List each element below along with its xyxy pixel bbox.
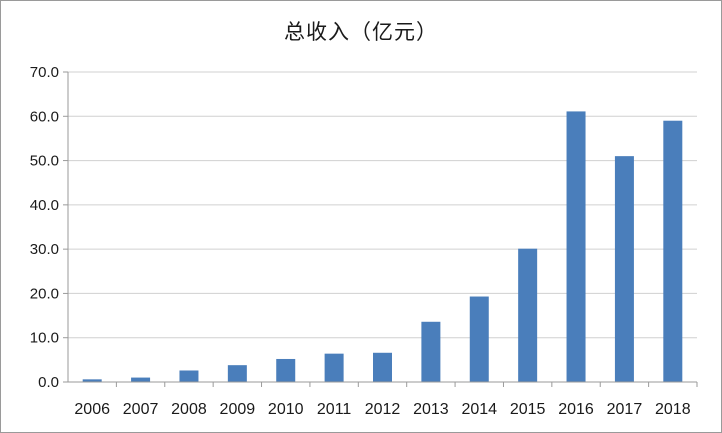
bar [614, 156, 634, 382]
bar [324, 353, 344, 382]
x-tick-label: 2013 [413, 401, 449, 418]
y-axis-tick-labels: 0.0 10.0 20.0 30.0 40.0 50.0 60.0 70.0 [30, 64, 59, 391]
x-tick-label: 2011 [317, 401, 352, 418]
x-tick-label: 2016 [558, 401, 594, 418]
y-tick-label: 50.0 [30, 153, 59, 170]
y-tick-label: 40.0 [30, 197, 59, 214]
x-tick-label: 2014 [461, 401, 497, 418]
x-tick-label: 2018 [655, 401, 691, 418]
bar [421, 321, 441, 382]
y-tick-label: 60.0 [30, 108, 59, 125]
gridlines [63, 71, 698, 387]
bar [131, 377, 151, 382]
y-tick-label: 20.0 [30, 285, 59, 302]
axes [67, 72, 697, 383]
x-tick-label: 2017 [607, 401, 643, 418]
y-tick-label: 70.0 [30, 64, 59, 81]
x-axis-tick-labels: 2006 2007 2008 2009 2010 2011 2012 2013 2014 2015… [74, 401, 690, 418]
x-tick-label: 2010 [268, 401, 304, 418]
y-tick-label: 10.0 [30, 330, 59, 347]
x-tick-label: 2006 [74, 401, 110, 418]
chart-title: 总收入（亿元） [284, 20, 438, 44]
x-tick-label: 2008 [171, 401, 207, 418]
bar [82, 379, 102, 382]
y-tick-label: 0.0 [38, 374, 59, 391]
bar [566, 111, 586, 383]
x-tick-label: 2012 [365, 401, 401, 418]
x-tick-label: 2007 [123, 401, 159, 418]
bar [373, 352, 392, 382]
bar [518, 248, 538, 382]
bars [82, 111, 683, 383]
y-tick-label: 30.0 [30, 241, 59, 258]
bar [227, 365, 247, 382]
bar [663, 120, 683, 382]
x-tick-label: 2009 [220, 401, 256, 418]
x-tick-label: 2015 [510, 401, 546, 418]
bar [276, 358, 296, 382]
bar [469, 296, 489, 382]
bar [179, 370, 199, 382]
